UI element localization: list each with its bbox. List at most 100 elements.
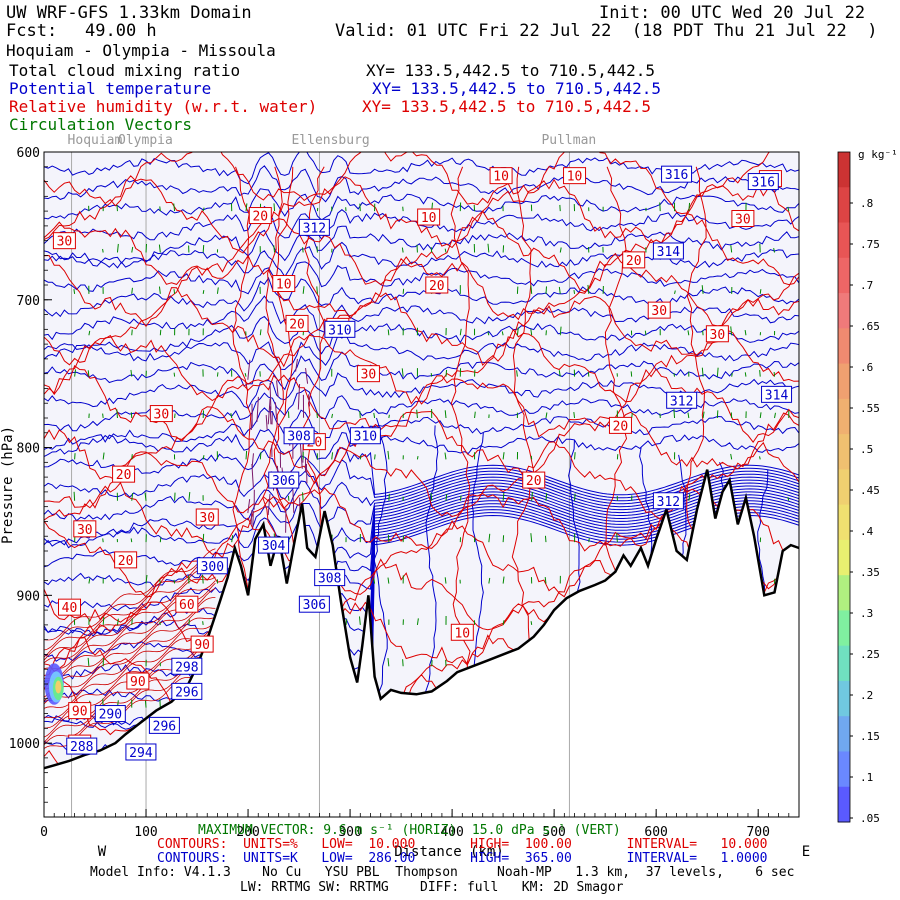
field-rh-label: Relative humidity (w.r.t. water)	[9, 97, 318, 116]
colorbar-swatch	[838, 786, 850, 823]
circulation-vector	[730, 245, 733, 253]
circulation-vector	[130, 369, 133, 377]
rh-contour-dense	[44, 623, 216, 709]
rh-label: 30	[651, 304, 667, 319]
theta-contour	[44, 407, 799, 458]
theta-contour	[44, 446, 799, 496]
physics-info: LW: RRTMG SW: RRTMG DIFF: full KM: 2D Sm…	[240, 880, 624, 895]
rh-label: 10	[454, 626, 470, 641]
circulation-vector	[374, 454, 376, 460]
rh-contour-dense	[44, 616, 216, 702]
rh-label: 30	[361, 368, 377, 383]
cloud-streak	[308, 394, 311, 407]
colorbar-swatch	[838, 187, 850, 224]
rh-label-box	[73, 520, 97, 538]
circulation-vector	[158, 286, 161, 294]
circulation-vector	[159, 621, 161, 625]
circulation-vector	[459, 495, 462, 501]
model-info: Model Info: V4.1.3 No Cu YSU PBL Thompso…	[90, 865, 795, 880]
theta-contour	[44, 241, 799, 278]
rh-label-box	[622, 251, 646, 269]
circulation-vector	[131, 287, 133, 294]
theta-contour	[44, 205, 799, 245]
rh-label: 30	[77, 523, 93, 538]
circulation-vector	[173, 579, 176, 584]
theta-label-box	[268, 471, 300, 489]
rh-label: 20	[626, 254, 642, 269]
circulation-vector	[131, 618, 133, 625]
circulation-vector	[559, 247, 562, 253]
rh-label-box	[114, 551, 138, 569]
circulation-vector	[401, 247, 404, 253]
theta-contour	[44, 334, 799, 371]
circulation-vector	[558, 370, 561, 377]
theta-label-box	[747, 173, 779, 191]
rh-label-box	[126, 672, 150, 690]
rh-label-box	[52, 232, 76, 250]
circulation-vector	[302, 492, 304, 501]
circulation-vector	[516, 327, 519, 336]
circulation-vector	[730, 453, 733, 460]
theta-contour	[44, 470, 799, 522]
theta-label: 308	[318, 572, 341, 587]
rh-label: 30	[57, 235, 73, 250]
theta-contour	[373, 417, 388, 729]
theta-label-box	[661, 165, 693, 183]
circulation-vector	[388, 414, 390, 419]
theta-label-box	[94, 705, 126, 723]
colorbar-tick-label: .5	[860, 443, 873, 456]
circulation-vector	[373, 412, 376, 419]
model-title: UW WRF-GFS 1.33km Domain	[6, 3, 252, 23]
circulation-vector	[459, 328, 462, 336]
circulation-vector	[444, 248, 447, 253]
rh-label-box	[356, 365, 380, 383]
theta-label-box	[283, 427, 315, 445]
colorbar-swatch	[838, 257, 850, 294]
cloud-streak	[267, 398, 271, 425]
theta-label: 296	[153, 719, 176, 734]
colorbar-tick-label: .35	[860, 566, 880, 579]
theta-contour	[425, 425, 439, 727]
circulation-vector	[530, 329, 533, 336]
circulation-vector	[174, 413, 176, 419]
circulation-vector	[759, 370, 761, 377]
rh-contour-info: CONTOURS: UNITS=% LOW= 10.000 HIGH= 100.…	[157, 837, 768, 852]
field-theta-xy: XY= 133.5,442.5 to 710.5,442.5	[372, 79, 661, 98]
theta-contour	[44, 295, 799, 341]
x-tick-label: 0	[40, 825, 48, 840]
rh-contour	[44, 152, 799, 215]
circulation-vector	[759, 289, 762, 294]
rh-label: 10	[421, 211, 437, 226]
rh-label: 90	[194, 638, 210, 653]
theta-label: 316	[665, 168, 688, 183]
x-tick-label: 500	[542, 825, 565, 840]
circulation-vector	[302, 286, 305, 294]
circulation-vector	[358, 616, 361, 625]
theta-label-box	[258, 536, 290, 554]
rh-contour-dense	[44, 548, 216, 641]
circulation-vector	[531, 491, 533, 501]
rh-label: 30	[154, 408, 170, 423]
cloud-streak	[256, 396, 259, 422]
circulation-vector	[487, 243, 490, 253]
colorbar-tick-label: .15	[860, 730, 880, 743]
rh-label: 20	[429, 279, 445, 294]
rh-contour-dense	[44, 568, 216, 658]
rh-label: 20	[116, 468, 132, 483]
direction-west: W	[98, 844, 107, 860]
colorbar-tick-label: .6	[860, 361, 873, 374]
colorbar-swatch	[838, 645, 850, 682]
x-axis-label: Distance (km)	[394, 844, 504, 860]
colorbar-tick-label: .55	[860, 402, 880, 415]
theta-label-box	[652, 242, 684, 260]
theta-label-box	[171, 682, 203, 700]
theta-contour-info: CONTOURS: UNITS=K LOW= 286.00 HIGH= 365.…	[157, 851, 768, 866]
theta-contour	[44, 351, 799, 391]
colorbar-tick-label: .45	[860, 484, 880, 497]
rh-label-box	[522, 471, 546, 489]
theta-label-box	[666, 391, 698, 409]
theta-contour	[44, 428, 799, 460]
theta-label-box	[298, 595, 330, 613]
theta-contour	[44, 491, 799, 649]
